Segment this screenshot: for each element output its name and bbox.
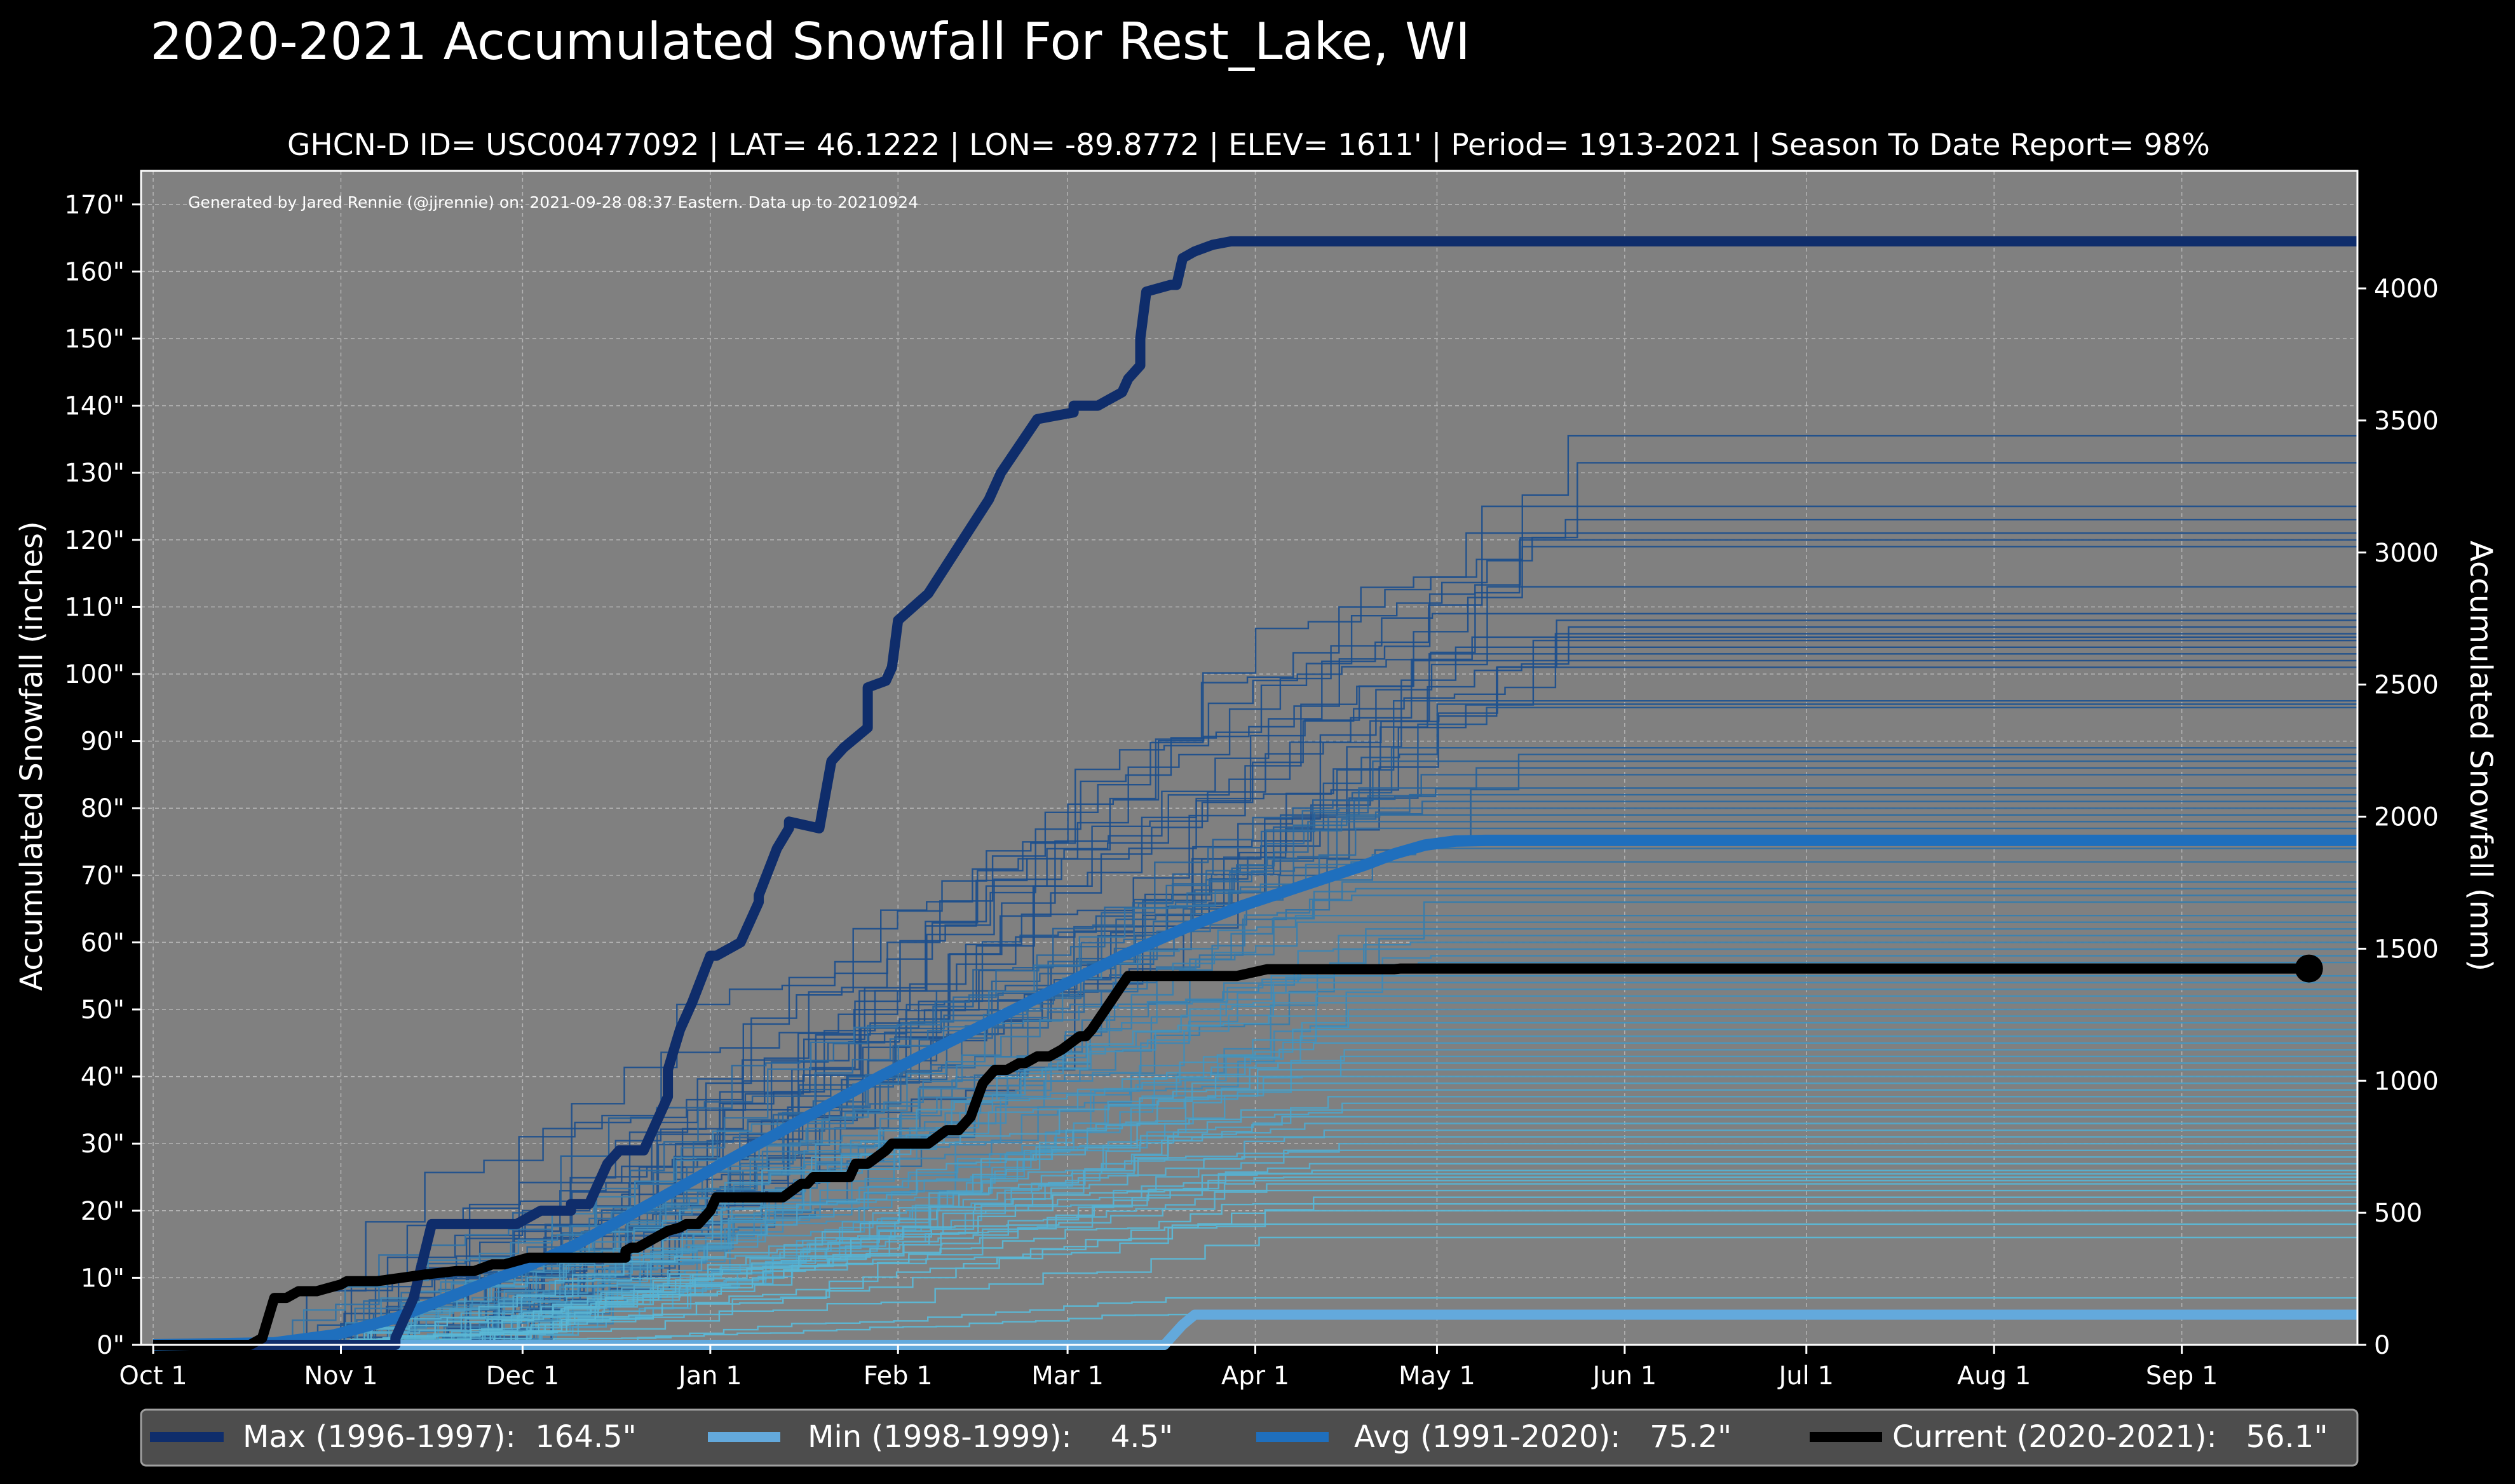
y-axis-label-left: Accumulated Snowfall (inches) <box>14 521 50 991</box>
x-tick-label: Jun 1 <box>1591 1361 1657 1391</box>
y-tick-label: 90" <box>81 727 125 757</box>
legend-item-current: Current (2020-2021): 56.1" <box>1810 1419 2328 1455</box>
x-tick-label: Dec 1 <box>486 1361 560 1391</box>
x-tick-label: Nov 1 <box>304 1361 377 1391</box>
season-line <box>153 1236 2357 1346</box>
y2-tick-label: 1500 <box>2374 934 2439 964</box>
legend-item-min: Min (1998-1999): 4.5" <box>708 1419 1173 1455</box>
historical-season-lines <box>153 435 2357 1346</box>
y-tick-label: 160" <box>64 257 125 287</box>
y-tick-label: 60" <box>81 928 125 957</box>
season-line <box>153 1223 2357 1346</box>
y2-tick-label: 2000 <box>2374 803 2439 832</box>
legend-box <box>140 1408 2359 1467</box>
season-line <box>153 1183 2357 1346</box>
season-line <box>153 1015 2357 1346</box>
x-tick-label: Sep 1 <box>2146 1361 2218 1391</box>
y2-tick-label: 3000 <box>2374 539 2439 568</box>
x-axis: Oct 1 Nov 1 Dec 1 Jan 1 Feb 1 Mar 1 Apr 1 May 1… <box>119 1345 2218 1391</box>
y-tick-label: 130" <box>64 459 125 488</box>
y-tick-label: 110" <box>64 593 125 622</box>
season-line <box>153 653 2357 1346</box>
season-line <box>153 915 2357 1346</box>
season-line <box>153 1180 2357 1346</box>
y-axis-left: 0" 10" 20" 30" 40" 50" 60" 70" 80" 90" 100" 110" 120… <box>64 191 141 1360</box>
series-line-current <box>153 963 2309 1350</box>
season-line <box>153 1029 2357 1346</box>
y-tick-label: 140" <box>64 392 125 421</box>
chart-subtitle: GHCN-D ID= USC00477092 | LAT= 46.1222 | … <box>287 128 2210 163</box>
current-marker <box>2295 954 2323 983</box>
season-line <box>153 847 2357 1346</box>
season-line <box>153 1203 2357 1346</box>
season-line <box>153 1210 2357 1346</box>
chart-credit: Generated by Jared Rennie (@jjrennie) on… <box>188 193 918 212</box>
legend-item-max: Max (1996-1997): 164.5" <box>150 1419 637 1455</box>
y2-tick-label: 3500 <box>2374 407 2439 436</box>
legend: Max (1996-1997): 164.5" Min (1998-1999):… <box>140 1408 2359 1467</box>
y-tick-label: 120" <box>64 526 125 555</box>
season-line <box>153 921 2357 1346</box>
season-line <box>153 586 2357 1346</box>
season-line <box>153 1069 2357 1346</box>
season-line <box>153 774 2357 1346</box>
season-line <box>153 1136 2357 1346</box>
legend-label-avg: Avg (1991-2020): 75.2" <box>1354 1419 1732 1455</box>
season-line <box>153 1156 2357 1346</box>
y-tick-label: 0" <box>97 1331 125 1360</box>
series-line-max <box>153 236 2357 1350</box>
season-line <box>153 1149 2357 1346</box>
y-tick-label: 170" <box>64 191 125 220</box>
legend-item-avg: Avg (1991-2020): 75.2" <box>1256 1419 1732 1455</box>
legend-label-min: Min (1998-1999): 4.5" <box>808 1419 1173 1455</box>
y-tick-label: 20" <box>81 1197 125 1226</box>
season-line <box>153 1189 2357 1346</box>
season-line <box>153 1096 2357 1346</box>
legend-label-current: Current (2020-2021): 56.1" <box>1892 1419 2328 1455</box>
y2-tick-label: 2500 <box>2374 671 2439 700</box>
plot-frame <box>140 170 2359 1346</box>
x-tick-label: Feb 1 <box>864 1361 933 1391</box>
legend-label-max: Max (1996-1997): 164.5" <box>243 1419 637 1455</box>
season-line <box>153 981 2357 1346</box>
chart-title: 2020-2021 Accumulated Snowfall For Rest_… <box>150 12 1470 71</box>
season-line <box>153 1042 2357 1346</box>
x-tick-label: May 1 <box>1399 1361 1475 1391</box>
season-line <box>153 934 2357 1346</box>
y-tick-label: 10" <box>81 1264 125 1293</box>
x-tick-label: Jan 1 <box>677 1361 742 1391</box>
y-tick-label: 150" <box>64 325 125 354</box>
season-line <box>153 706 2357 1346</box>
series-line-avg <box>153 834 2357 1351</box>
season-line <box>153 1076 2357 1346</box>
x-tick-label: Mar 1 <box>1031 1361 1104 1391</box>
y-tick-label: 50" <box>81 995 125 1025</box>
y2-tick-label: 500 <box>2374 1199 2422 1228</box>
y-axis-label-right: Accumulated Snowfall (mm) <box>2463 541 2498 971</box>
y-tick-label: 40" <box>81 1063 125 1092</box>
season-line <box>153 435 2357 1346</box>
season-line <box>153 1176 2357 1346</box>
season-line <box>153 659 2357 1346</box>
y2-tick-label: 0 <box>2374 1331 2390 1360</box>
y-tick-label: 30" <box>81 1130 125 1159</box>
y-tick-label: 70" <box>81 861 125 891</box>
y-tick-label: 80" <box>81 794 125 823</box>
main-series <box>153 236 2357 1351</box>
y-tick-label: 100" <box>64 660 125 689</box>
season-line <box>153 532 2357 1346</box>
y2-tick-label: 1000 <box>2374 1067 2439 1096</box>
season-line <box>153 995 2357 1346</box>
x-tick-label: Jul 1 <box>1777 1361 1834 1391</box>
x-tick-label: Apr 1 <box>1221 1361 1289 1391</box>
y-axis-right: 0 500 1000 1500 2000 2500 3000 3500 4000 <box>2357 274 2439 1360</box>
y2-tick-label: 4000 <box>2374 274 2439 304</box>
x-tick-label: Aug 1 <box>1957 1361 2031 1391</box>
x-tick-label: Oct 1 <box>119 1361 187 1391</box>
